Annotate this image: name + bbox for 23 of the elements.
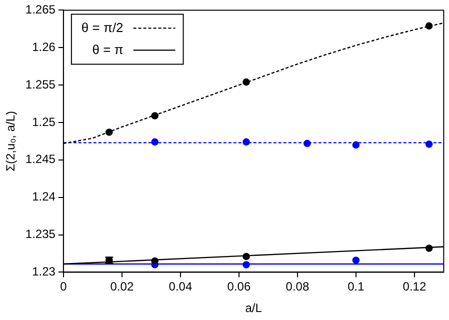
x-tick-label: 0.06 [227,280,251,294]
x-tick-label: 0.04 [168,280,192,294]
y-tick-label: 1.23 [32,264,56,279]
legend-label: θ = π [92,42,124,57]
x-tick-label: 0.08 [286,280,310,294]
y-tick-label: 1.24 [32,190,56,204]
y-tick-label: 1.265 [25,2,56,17]
point [352,256,360,264]
y-tick-label: 1.25 [32,114,56,129]
x-tick-label: 0.12 [402,280,426,294]
point [151,138,158,146]
point [151,112,158,120]
x-tick-label: 0.02 [110,280,134,294]
y-tick-label: 1.26 [32,40,56,54]
point [105,128,113,136]
x-tick-label: 0 [60,280,68,294]
y-tick-label: 1.255 [25,77,56,92]
y-axis-title: Σ(2,u₀, a/L) [4,110,18,172]
legend-label: θ = π/2 [81,20,124,35]
x-axis-title: a/L [245,301,262,316]
y-tick-label: 1.235 [25,227,56,242]
y-tick-label: 1.245 [25,152,56,166]
x-tick-label: 0.1 [348,280,365,294]
